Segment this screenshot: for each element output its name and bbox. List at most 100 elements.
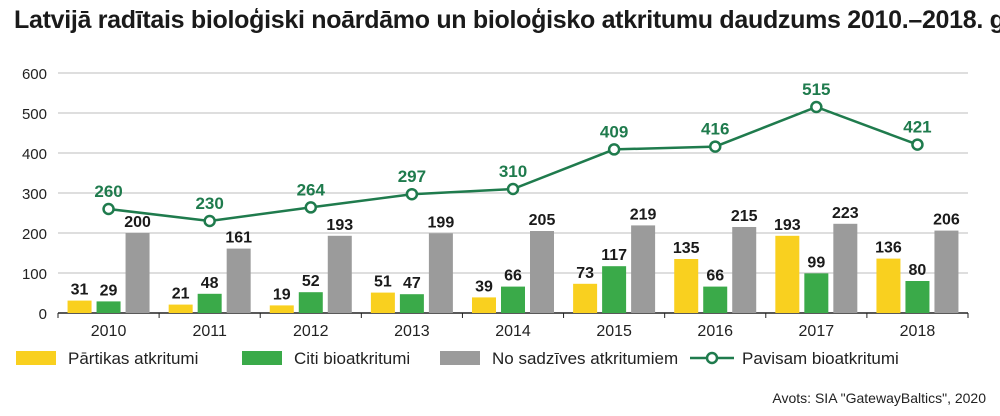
bar-value-label: 51: [374, 274, 392, 291]
bar-value-label: 48: [201, 275, 219, 292]
y-tick-label: 200: [22, 226, 47, 243]
legend-label: Pārtikas atkritumi: [68, 349, 198, 368]
total-point: [911, 138, 924, 151]
x-axis: 2010 2011 2012 2013 2014 2015 2016 2017 2018: [57, 313, 969, 340]
total-point: [203, 214, 216, 228]
bar: [67, 300, 92, 313]
bar: [732, 227, 757, 313]
y-tick-label: 600: [22, 66, 47, 83]
bar: [197, 293, 222, 313]
bar: [428, 233, 453, 313]
bar-value-label: 73: [576, 265, 594, 282]
total-point: [304, 201, 318, 214]
x-tick-label: 2013: [394, 323, 430, 340]
y-tick-label: 500: [22, 106, 47, 123]
bar-value-label: 80: [909, 262, 927, 279]
x-tick-label: 2011: [192, 323, 227, 340]
chart-title: Latvijā radītais bioloģiski noārdāmo un …: [14, 6, 1000, 34]
bar: [399, 294, 424, 313]
y-tick-label: 100: [22, 266, 47, 283]
bar-value-label: 223: [832, 205, 859, 222]
bar-value-label: 205: [529, 212, 556, 229]
bar: [876, 258, 901, 313]
total-point: [405, 187, 419, 201]
bar-value-label: 161: [225, 230, 252, 247]
legend-label: Pavisam bioatkritumi: [742, 349, 899, 368]
legend-marker: [705, 351, 719, 365]
bar: [934, 230, 959, 313]
bar: [905, 281, 930, 313]
bar: [674, 259, 699, 313]
bar: [370, 292, 395, 313]
bar: [501, 286, 525, 313]
bar-value-label: 136: [875, 240, 902, 257]
y-tick-label: 300: [22, 186, 47, 203]
total-point: [102, 202, 115, 216]
bar: [96, 301, 121, 313]
bar-value-label: 47: [403, 275, 421, 292]
bar-value-label: 215: [731, 208, 758, 225]
bar: [530, 231, 554, 313]
bar: [833, 223, 858, 313]
total-line: 260 230 264 297 310 409 416 515 421: [94, 80, 932, 228]
bar-value-label: 199: [428, 214, 455, 231]
x-tick-label: 2012: [293, 323, 329, 340]
bar-value-label: 193: [326, 217, 353, 234]
legend: Pārtikas atkritumi Citi bioatkritumi No sa…: [16, 349, 899, 368]
x-tick-label: 2017: [799, 323, 835, 340]
bar: [804, 273, 829, 313]
total-point: [708, 140, 722, 153]
bar: [703, 286, 728, 313]
bar-value-label: 200: [124, 214, 151, 231]
total-value-label: 416: [701, 120, 729, 139]
bar: [573, 283, 598, 313]
bars: 31 29 200 21 48 161 19 52 193 51 47 199 39 66 205 73 117…: [67, 205, 960, 313]
total-value-label: 409: [600, 122, 628, 141]
bar-value-label: 117: [601, 247, 627, 264]
total-value-label: 421: [903, 118, 931, 137]
bar-value-label: 21: [172, 286, 190, 303]
bar-value-label: 19: [273, 286, 291, 303]
bar: [269, 305, 294, 313]
x-tick-label: 2015: [596, 323, 632, 340]
total-value-label: 260: [94, 182, 122, 201]
bar-value-label: 39: [475, 278, 493, 295]
bar: [327, 235, 352, 313]
total-point: [506, 182, 520, 196]
bar-value-label: 52: [302, 273, 320, 290]
y-tick-label: 0: [39, 306, 47, 323]
source-note: Avots: SIA "GatewayBaltics", 2020: [772, 390, 986, 406]
bar: [775, 235, 800, 313]
total-value-label: 264: [297, 180, 326, 199]
legend-swatch: [16, 351, 56, 365]
legend-label: Citi bioatkritumi: [294, 349, 410, 368]
bar-value-label: 66: [504, 268, 522, 285]
x-tick-label: 2018: [900, 323, 936, 340]
x-tick-label: 2016: [697, 323, 733, 340]
x-tick-label: 2014: [495, 323, 531, 340]
bar: [125, 233, 150, 313]
bar: [226, 248, 251, 313]
bar-value-label: 31: [71, 282, 89, 299]
legend-label: No sadzīves atkritumiem: [492, 349, 678, 368]
bar: [472, 297, 496, 313]
y-axis: 0 100 200 300 400 500 600: [22, 66, 47, 323]
x-tick-label: 2010: [91, 323, 127, 340]
total-point: [607, 143, 621, 156]
bar-value-label: 206: [933, 212, 960, 229]
bar-value-label: 193: [774, 217, 801, 234]
bar-value-label: 66: [706, 268, 724, 285]
bar: [168, 304, 193, 313]
total-value-label: 230: [195, 194, 223, 213]
total-point: [810, 100, 823, 114]
bar-value-label: 99: [807, 254, 825, 271]
y-tick-label: 400: [22, 146, 47, 163]
total-value-label: 297: [398, 167, 426, 186]
legend-swatch: [242, 351, 282, 365]
bar-value-label: 219: [630, 206, 657, 223]
total-value-label: 310: [499, 162, 527, 181]
bar: [298, 292, 323, 313]
bar: [602, 266, 627, 313]
total-value-label: 515: [802, 80, 830, 99]
